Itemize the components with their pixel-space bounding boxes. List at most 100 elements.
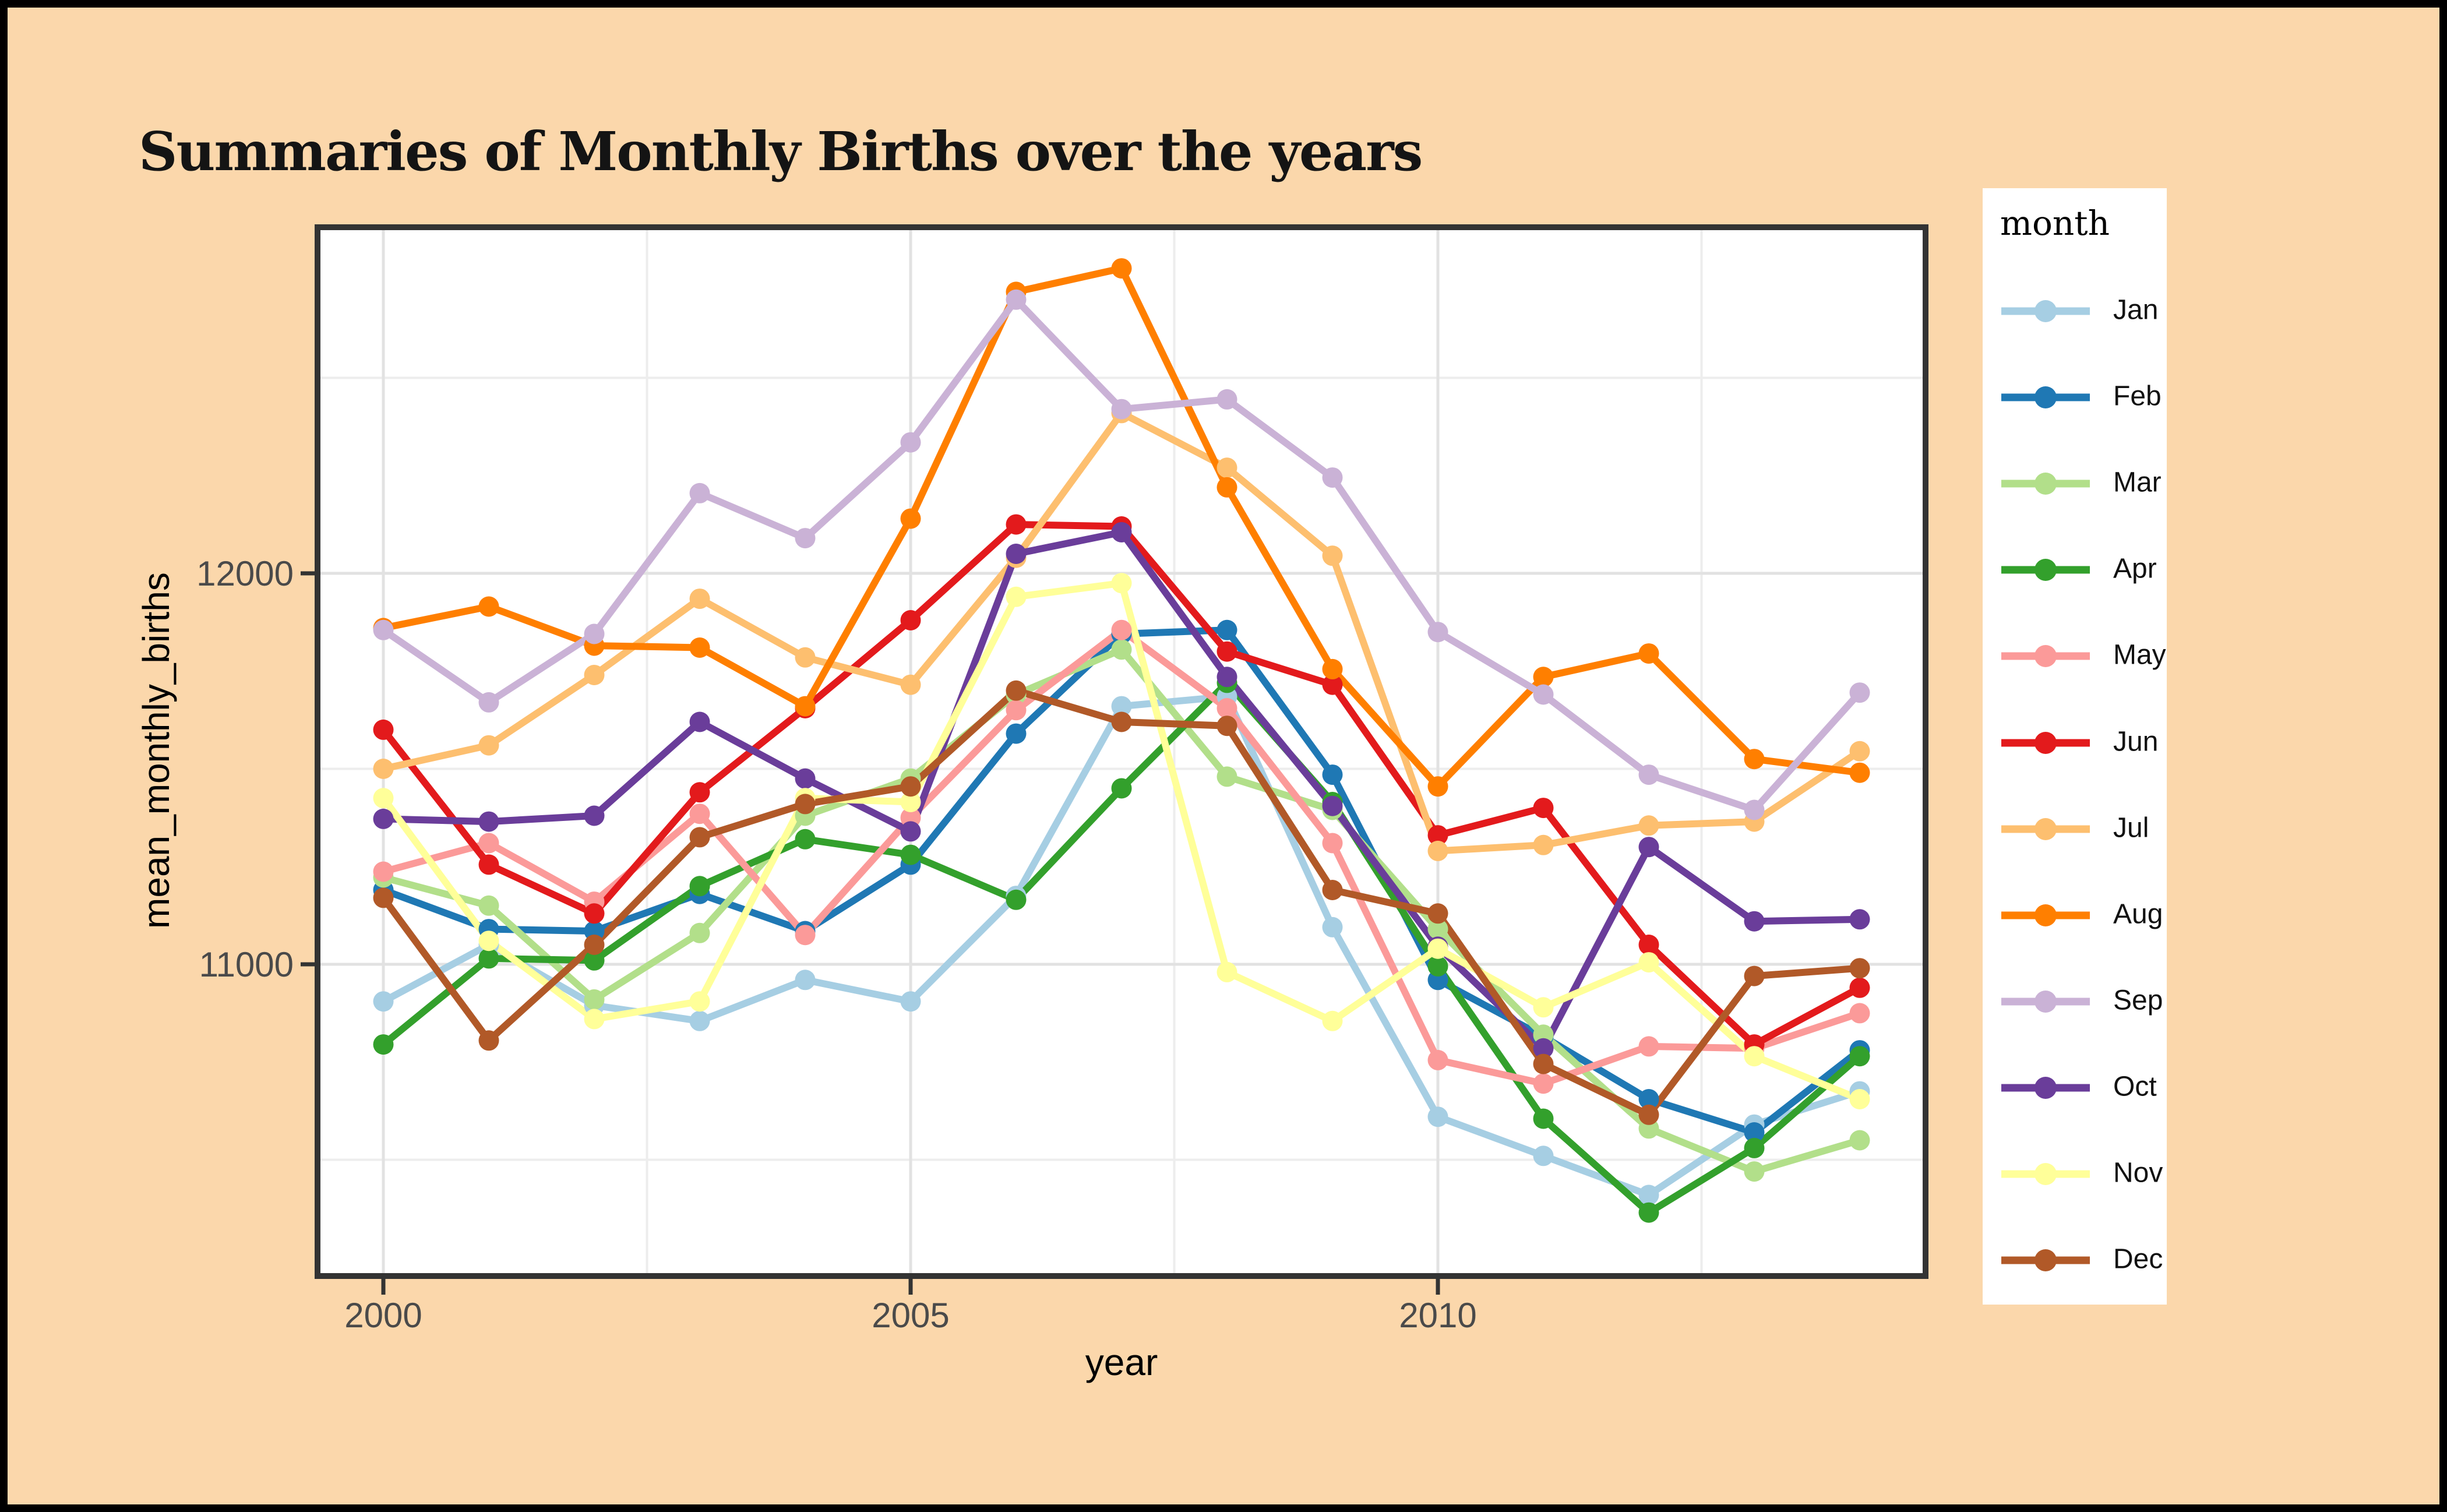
data-point <box>689 782 710 803</box>
data-point <box>689 711 710 732</box>
data-point <box>1006 289 1027 310</box>
legend-item-label: Apr <box>2113 553 2157 584</box>
legend-item-apr: Apr <box>1999 554 2162 584</box>
data-point <box>900 674 921 695</box>
data-point <box>1638 935 1659 955</box>
data-point <box>478 596 499 617</box>
chart-title: Summaries of Monthly Births over the yea… <box>139 120 1423 183</box>
data-point <box>900 821 921 842</box>
data-point <box>1427 776 1448 797</box>
legend-key-dot <box>2035 1163 2057 1185</box>
data-point <box>1217 961 1237 982</box>
data-point <box>1849 741 1870 762</box>
data-point <box>478 854 499 875</box>
data-point <box>1427 938 1448 959</box>
data-point <box>1744 911 1765 932</box>
data-point <box>1217 619 1237 640</box>
data-point <box>1427 919 1448 940</box>
data-point <box>1533 1108 1554 1129</box>
data-point <box>900 792 921 812</box>
data-point <box>584 950 605 971</box>
data-point <box>1533 684 1554 705</box>
data-point <box>1849 1089 1870 1109</box>
data-point <box>1111 522 1132 542</box>
data-point <box>1533 667 1554 688</box>
data-point <box>1427 1049 1448 1070</box>
data-point <box>478 948 499 969</box>
data-point <box>1322 880 1343 900</box>
data-point <box>1322 764 1343 785</box>
legend-key-dot <box>2035 817 2057 840</box>
data-point <box>1744 799 1765 820</box>
data-point <box>584 989 605 1010</box>
legend-item-label: Feb <box>2113 380 2162 412</box>
legend-item-label: Sep <box>2113 985 2163 1016</box>
data-point <box>1322 467 1343 488</box>
data-point <box>1638 1104 1659 1125</box>
legend-item-jun: Jun <box>1999 726 2162 757</box>
legend-key-dot <box>2035 559 2057 581</box>
data-point <box>478 735 499 756</box>
data-point <box>584 1009 605 1030</box>
data-point <box>1217 716 1237 736</box>
legend-item-label: Nov <box>2113 1157 2163 1189</box>
data-point <box>1217 477 1237 498</box>
legend-key-dot <box>2035 1249 2057 1272</box>
panel-border <box>315 224 1928 1279</box>
data-point <box>1533 798 1554 819</box>
data-point <box>795 925 816 946</box>
data-point <box>1217 641 1237 662</box>
data-point <box>795 970 816 991</box>
data-point <box>1427 956 1448 977</box>
x-tick-label: 2010 <box>1399 1296 1476 1335</box>
data-point <box>373 619 394 640</box>
legend-key-dot <box>2035 904 2057 926</box>
legend-key-dot <box>2035 731 2057 754</box>
data-point <box>478 833 499 854</box>
y-tick-label: 12000 <box>196 554 294 593</box>
data-point <box>1744 1161 1765 1182</box>
data-point <box>1849 762 1870 783</box>
legend-item-nov: Nov <box>1999 1157 2163 1188</box>
x-axis-title: year <box>1085 1341 1158 1383</box>
data-point <box>1849 909 1870 930</box>
data-point <box>900 610 921 630</box>
data-point <box>1322 545 1343 566</box>
data-point <box>1322 658 1343 679</box>
data-point <box>1849 1003 1870 1024</box>
data-point <box>1849 1130 1870 1151</box>
data-point <box>1638 1202 1659 1223</box>
legend: month Jan Feb Mar Apr May Jun Jul Aug Sep Oct Nov D… <box>1983 188 2167 1305</box>
data-point <box>1322 674 1343 695</box>
legend-item-label: Mar <box>2113 467 2162 498</box>
data-point <box>1533 1038 1554 1059</box>
data-point <box>900 844 921 865</box>
series-points-nov <box>373 573 1870 1109</box>
legend-key-jul-icon <box>2001 817 2090 840</box>
legend-key-oct-icon <box>2001 1076 2090 1099</box>
data-point <box>478 931 499 951</box>
legend-key-sep-icon <box>2001 990 2090 1013</box>
x-tick-label: 2000 <box>344 1296 422 1335</box>
data-point <box>1217 457 1237 478</box>
data-point <box>478 692 499 713</box>
data-point <box>689 827 710 848</box>
legend-key-dot <box>2035 386 2057 409</box>
data-point <box>1744 1122 1765 1143</box>
legend-key-nov-icon <box>2001 1163 2090 1185</box>
legend-item-jul: Jul <box>1999 812 2162 843</box>
data-point <box>584 623 605 644</box>
data-point <box>1638 1185 1659 1206</box>
legend-key-jan-icon <box>2001 300 2090 322</box>
legend-item-aug: Aug <box>1999 898 2163 929</box>
data-point <box>1217 389 1237 410</box>
data-point <box>1638 1036 1659 1057</box>
data-point <box>900 432 921 453</box>
legend-item-oct: Oct <box>1999 1071 2162 1102</box>
data-point <box>1427 1106 1448 1127</box>
data-point <box>1111 399 1132 420</box>
data-point <box>478 1030 499 1051</box>
legend-item-jan: Jan <box>1999 294 2162 325</box>
